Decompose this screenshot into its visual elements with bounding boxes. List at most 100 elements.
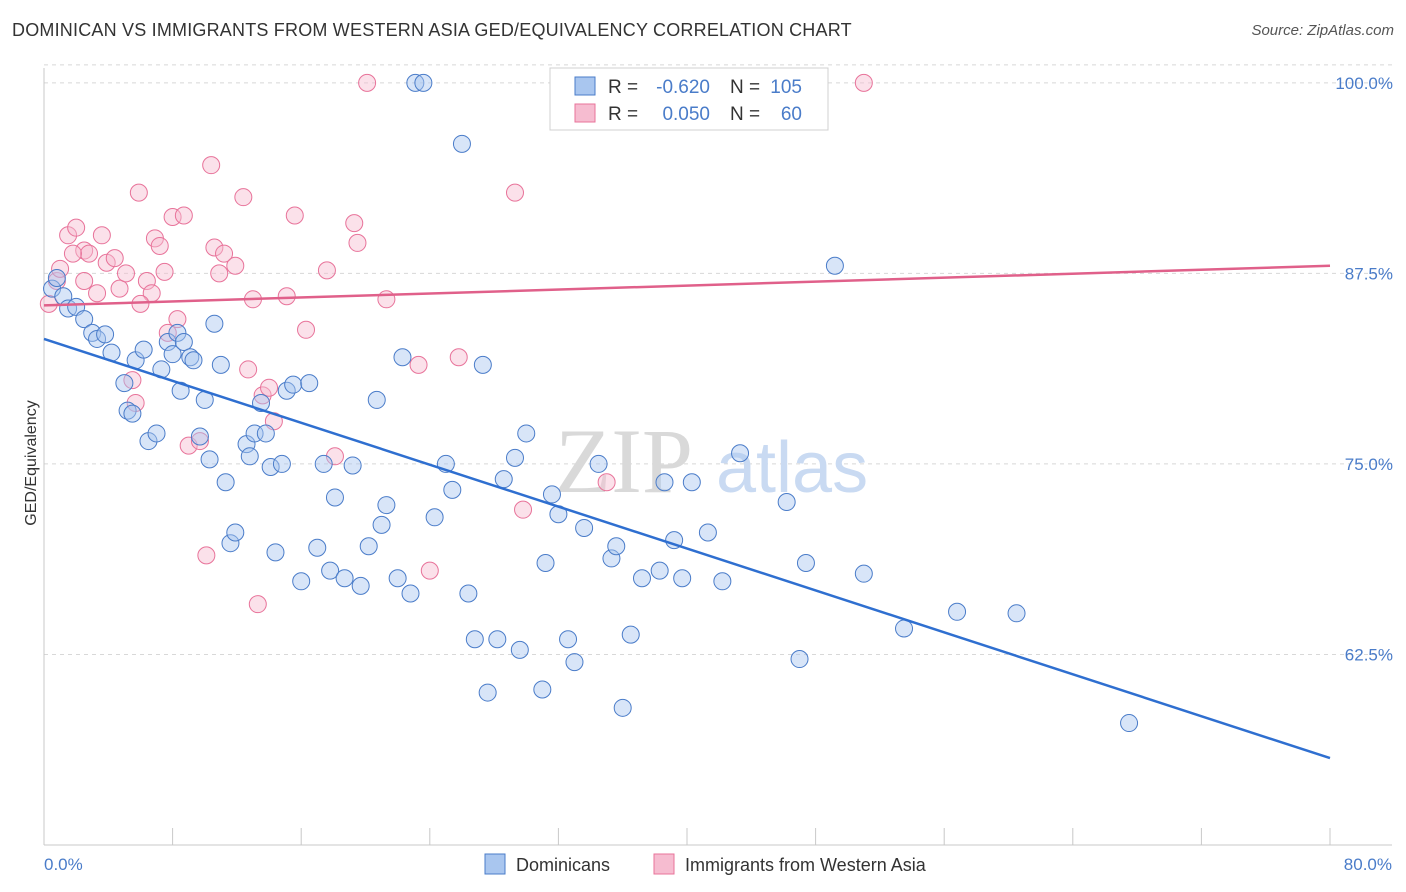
dominicans-point-93 — [713, 572, 732, 591]
y-tick-label-0: 100.0% — [1335, 74, 1393, 93]
dominicans-point-81 — [589, 454, 608, 473]
stats-n-label-blue: N = — [730, 77, 760, 98]
western-asia-point-49 — [409, 355, 428, 374]
dominicans-point-28 — [205, 314, 224, 333]
chart-title: DOMINICAN VS IMMIGRANTS FROM WESTERN ASI… — [12, 20, 852, 40]
stats-r-label-blue: R = — [608, 77, 638, 98]
watermark-zip: ZIP — [555, 410, 693, 512]
dominicans-point-84 — [613, 698, 632, 717]
western-asia-point-19 — [150, 236, 169, 255]
stats-n-value-blue: 105 — [770, 77, 802, 98]
western-asia-point-28 — [202, 156, 221, 175]
dominicans-point-73 — [517, 424, 536, 443]
dominicans-point-70 — [494, 470, 513, 489]
dominicans-point-60 — [414, 73, 433, 92]
stats-r-value-pink: 0.050 — [662, 104, 710, 125]
dominicans-point-48 — [325, 488, 344, 507]
dominicans-point-85 — [621, 625, 640, 644]
dominicans-point-5 — [75, 310, 94, 329]
dominicans-point-83 — [607, 537, 626, 556]
dominicans-point-24 — [184, 351, 203, 370]
western-asia-point-21 — [158, 323, 177, 342]
stats-n-value-pink: 60 — [781, 104, 802, 125]
dominicans-point-54 — [372, 515, 391, 534]
western-asia-point-56 — [854, 73, 873, 92]
y-tick-labels: 100.0% 87.5% 75.0% 62.5% — [1335, 74, 1393, 665]
western-asia-point-42 — [297, 320, 316, 339]
y-tick-label-1: 87.5% — [1345, 264, 1393, 283]
western-asia-point-53 — [514, 500, 533, 519]
western-asia-point-29 — [205, 238, 224, 257]
dominicans-point-97 — [796, 554, 815, 573]
dominicans-point-61 — [425, 508, 444, 527]
dominicans-point-8 — [96, 325, 115, 344]
western-asia-point-26 — [190, 432, 209, 451]
dominicans-point-82 — [602, 549, 621, 568]
dominicans-point-57 — [393, 348, 412, 367]
western-asia-point-30 — [210, 264, 229, 283]
dominicans-point-12 — [123, 404, 142, 423]
y-tick-label-2: 75.0% — [1345, 455, 1393, 474]
dominicans-point-49 — [335, 569, 354, 588]
dominicans-point-76 — [542, 485, 561, 504]
dominicans-point-10 — [115, 374, 134, 393]
dominicans-point-99 — [825, 256, 844, 275]
western-asia-point-12 — [116, 264, 135, 283]
western-asia-point-47 — [358, 73, 377, 92]
dominicans-point-47 — [321, 561, 340, 580]
dominicans-point-39 — [266, 543, 285, 562]
western-asia-point-38 — [260, 378, 279, 397]
chart-source: Source: ZipAtlas.com — [1251, 22, 1394, 39]
dominicans-point-75 — [536, 554, 555, 573]
legend-dominicans-label: Dominicans — [516, 855, 610, 875]
western-asia-point-23 — [168, 310, 187, 329]
western-asia-point-54 — [597, 473, 616, 492]
western-asia-point-57 — [75, 272, 94, 291]
western-asia-point-8 — [92, 226, 111, 245]
dominicans-point-55 — [377, 496, 396, 515]
stats-legend-box — [549, 67, 829, 131]
western-asia-point-37 — [253, 386, 272, 405]
western-asia-point-52 — [505, 183, 524, 202]
dominicans-point-87 — [650, 561, 669, 580]
dominicans-point-45 — [308, 538, 327, 557]
dominicans-point-90 — [673, 569, 692, 588]
dominicans-point-44 — [300, 374, 319, 393]
dominicans-point-72 — [510, 640, 529, 659]
stats-n-label-pink: N = — [730, 104, 760, 125]
dominicans-point-52 — [359, 537, 378, 556]
western-asia-point-34 — [239, 360, 258, 379]
dominicans-point-1 — [47, 268, 66, 287]
series-dominicans-points — [43, 73, 1139, 733]
dominicans-point-40 — [272, 454, 291, 473]
dominicans-point-80 — [575, 518, 594, 537]
watermark: ZIP atlas — [555, 410, 868, 512]
dominicans-point-92 — [698, 523, 717, 542]
western-asia-point-22 — [163, 208, 182, 226]
dominicans-point-56 — [388, 569, 407, 588]
western-asia-point-10 — [105, 249, 124, 268]
trend-line-dominicans — [43, 337, 1331, 760]
dominicans-point-94 — [731, 444, 750, 463]
dominicans-point-20 — [168, 323, 187, 342]
western-asia-point-41 — [285, 206, 304, 225]
dominicans-point-50 — [343, 456, 362, 475]
dominicans-point-78 — [559, 630, 578, 649]
dominicans-point-91 — [682, 473, 701, 492]
x-tick-labels: 0.0% 80.0% — [44, 855, 1392, 874]
dominicans-point-74 — [533, 680, 552, 699]
western-asia-point-43 — [317, 261, 336, 280]
dominicans-point-11 — [118, 401, 137, 420]
western-asia-point-33 — [234, 188, 253, 207]
dominicans-point-6 — [83, 323, 102, 342]
trend-lines — [43, 264, 1331, 760]
dominicans-point-86 — [632, 569, 651, 588]
stats-legend-pink-swatch — [574, 103, 596, 123]
dominicans-point-64 — [452, 134, 471, 153]
stats-legend: R = -0.620 N = 105 R = 0.050 N = 60 — [549, 67, 829, 131]
dominicans-point-37 — [256, 424, 275, 443]
western-asia-point-40 — [277, 287, 296, 306]
dominicans-point-51 — [351, 576, 370, 595]
dominicans-point-14 — [134, 340, 153, 359]
dominicans-point-104 — [1120, 714, 1139, 733]
